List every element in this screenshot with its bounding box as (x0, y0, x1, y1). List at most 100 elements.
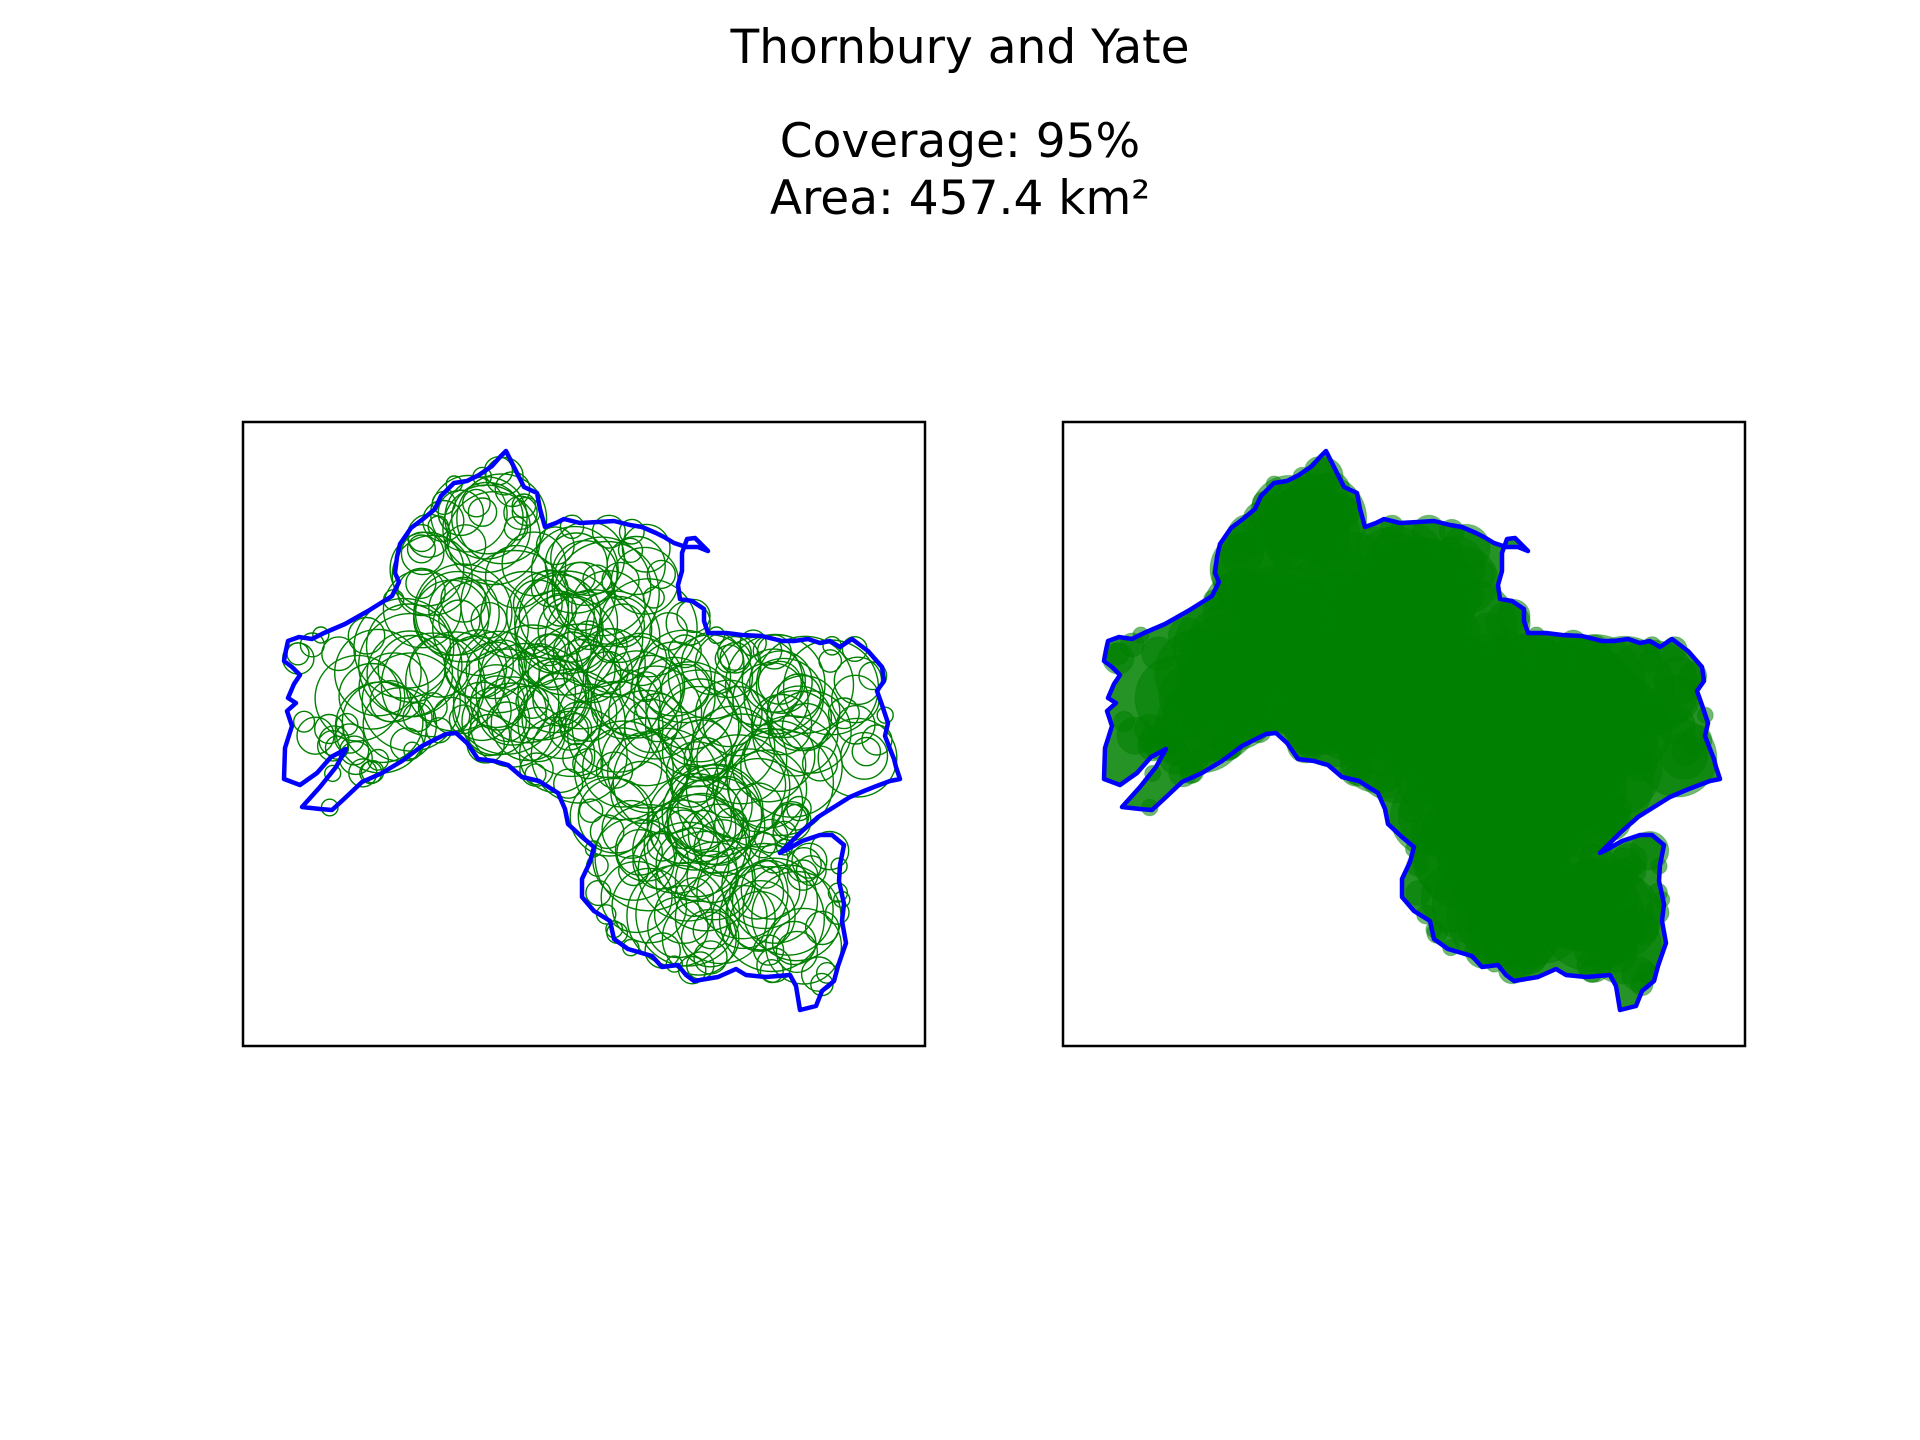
coverage-circle (616, 828, 663, 876)
coverage-circle (519, 752, 554, 787)
coverage-circle (334, 723, 365, 754)
coverage-circle (786, 846, 822, 883)
coverage-circle (633, 656, 716, 740)
coverage-circle (591, 514, 626, 549)
coverage-circle (696, 713, 788, 805)
coverage-circle (739, 629, 767, 657)
coverage-circle (742, 864, 834, 956)
coverage-circle (727, 749, 808, 829)
coverage-circle (731, 857, 819, 944)
figure-title: Thornbury and Yate (730, 20, 1190, 75)
coverage-circle (817, 717, 898, 798)
coverage-circle (600, 860, 673, 934)
coverage-circle (341, 681, 424, 764)
coverage-circle (685, 734, 791, 840)
coverage-circle (674, 871, 768, 965)
coverage-circle (448, 704, 479, 735)
coverage-circle (669, 763, 764, 858)
coverage-circle (653, 885, 713, 945)
coverage-circle (1290, 602, 1328, 639)
coverage-circle (533, 633, 567, 667)
coverage-circle (323, 764, 342, 783)
coverage-circle (582, 564, 612, 594)
coverage-circle (858, 661, 888, 691)
coverage-circle (461, 488, 491, 518)
coverage-circle (646, 559, 676, 590)
coverage-circle (601, 799, 661, 859)
coverage-circle (1288, 714, 1331, 757)
coverage-circle (593, 650, 682, 739)
coverage-circle (527, 623, 634, 730)
coverage-circle (1161, 681, 1244, 763)
coverage-circle (413, 563, 513, 663)
coverage-circle (444, 524, 487, 567)
coverage-circle (1486, 785, 1552, 851)
coverage-circle (438, 599, 481, 642)
coverage-circle (365, 603, 452, 689)
coverage-circle (809, 830, 850, 871)
coverage-circle (608, 665, 703, 760)
map-panel-filled-circles (1061, 420, 1747, 1048)
coverage-circle (442, 484, 532, 574)
coverage-circle (321, 636, 357, 672)
coverage-circle (313, 713, 345, 745)
coverage-circle (406, 534, 436, 564)
coverage-circle (570, 570, 646, 645)
coverage-circle (714, 807, 749, 842)
coverage-circle (446, 490, 542, 586)
coverage-circle (335, 712, 359, 736)
coverage-circle (665, 955, 683, 973)
coverage-circle (670, 719, 733, 782)
coverage-circle (571, 680, 664, 773)
coverage-circle (773, 802, 808, 838)
coverage-circle (400, 531, 445, 576)
coverage-circle (660, 663, 711, 714)
coverage-circle (621, 523, 671, 573)
coverage-circle (405, 567, 437, 600)
coverage-circle (552, 631, 592, 671)
coverage-circle (1602, 804, 1630, 831)
coverage-fill (1102, 451, 1720, 1010)
coverage-circle (312, 626, 330, 644)
coverage-circle (1402, 727, 1483, 808)
coverage-circle (618, 518, 645, 545)
coverage-circle (558, 683, 618, 742)
coverage-circle (551, 536, 652, 637)
coverage-circle (437, 489, 485, 537)
coverage-circle (542, 592, 578, 627)
coverage-circle (610, 760, 674, 824)
coverage-circle (551, 539, 618, 606)
coverage-circle (694, 679, 763, 748)
coverage-circle (506, 570, 596, 660)
coverage-circle (729, 864, 785, 920)
coverage-circle (1330, 706, 1386, 763)
coverage-circle (440, 576, 487, 623)
coverage-circle (772, 820, 797, 845)
coverage-summary: Coverage: 95% Area: 457.4 km² (0, 113, 1920, 227)
coverage-circle (824, 900, 850, 925)
coverage-circle (743, 720, 816, 792)
coverage-circle (589, 814, 625, 850)
coverage-circle (452, 648, 560, 755)
coverage-circle (585, 879, 612, 907)
coverage-circle (719, 641, 752, 674)
coverage-circle (759, 958, 784, 984)
coverage-circle (377, 634, 446, 704)
coverage-circle (338, 662, 406, 730)
coverage-circle (562, 644, 622, 704)
coverage-circle (1678, 661, 1708, 691)
coverage-circle (469, 675, 526, 731)
coverage-circle (460, 549, 570, 659)
coverage-circle (827, 697, 860, 730)
coverage-circle (1134, 714, 1165, 744)
coverage-circle (518, 574, 602, 658)
coverage-circle (665, 741, 728, 803)
coverage-circle (573, 720, 675, 821)
coverage-circles (281, 456, 898, 997)
coverage-circle (755, 635, 855, 734)
coverage-circle (562, 742, 593, 774)
coverage-circle (713, 757, 804, 848)
coverage-circle (467, 497, 498, 527)
coverage-circle (380, 632, 486, 738)
coverage-label: Coverage: 95% (779, 114, 1141, 169)
